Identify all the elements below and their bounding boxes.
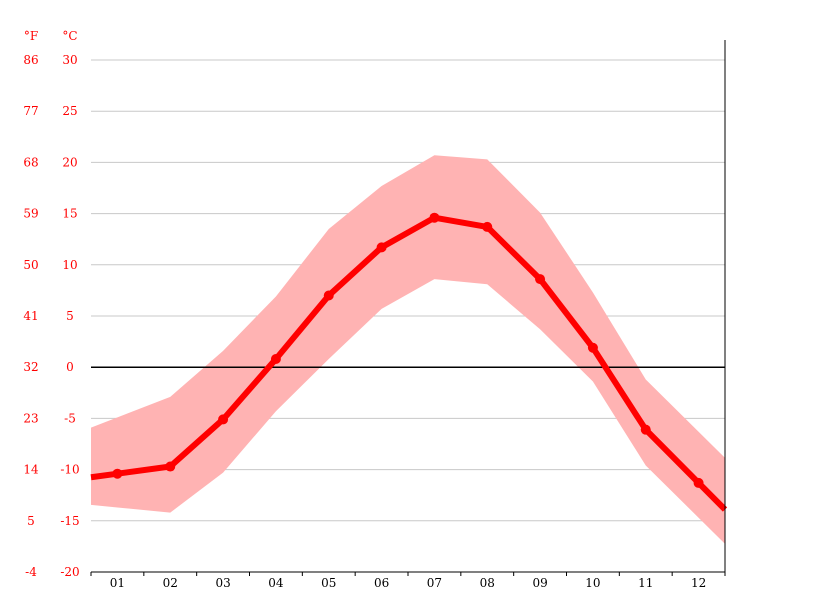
x-tick-label: 10 [585,576,600,590]
y-tick-celsius: 25 [62,104,77,118]
x-tick-label: 06 [374,576,389,590]
temperature-data-point [112,468,123,479]
y-tick-fahrenheit: 23 [23,411,38,425]
temperature-series-line [90,214,728,512]
temperature-data-point [640,424,651,435]
y-tick-celsius: 15 [62,207,77,221]
y-tick-celsius: -20 [60,565,79,579]
y-tick-fahrenheit: 86 [23,53,38,67]
unit-fahrenheit-label: °F [24,29,38,43]
temperature-data-point [270,354,281,365]
y-tick-celsius: -10 [60,463,79,477]
temperature-data-point [218,414,229,425]
y-tick-fahrenheit: 68 [23,155,38,169]
y-tick-celsius: -15 [60,514,79,528]
x-tick-label: 01 [110,576,125,590]
temperature-data-point [587,342,598,353]
y-tick-celsius: 5 [66,309,74,323]
temperature-data-point [323,290,334,301]
unit-celsius-label: °C [62,29,77,43]
temperature-data-point [429,212,440,223]
x-tick-label: 05 [321,576,336,590]
x-tick-label: 12 [691,576,706,590]
x-tick-label: 04 [268,576,284,590]
y-tick-fahrenheit: 5 [27,514,35,528]
x-tick-label: 02 [163,576,178,590]
temperature-line-layer [90,212,728,512]
x-tick-label: 08 [480,576,495,590]
y-tick-fahrenheit: 77 [23,104,38,118]
y-tick-fahrenheit: 50 [23,258,38,272]
y-tick-celsius: 0 [66,360,74,374]
y-tick-fahrenheit: -4 [25,565,37,579]
x-tick-label: 07 [427,576,442,590]
temperature-data-point [376,242,387,253]
x-tick-label: 03 [215,576,230,590]
temperature-data-point [482,221,493,232]
temperature-data-point [165,461,176,472]
x-tick-label: 11 [638,576,653,590]
y-tick-fahrenheit: 41 [23,309,38,323]
y-tick-fahrenheit: 14 [23,463,39,477]
x-tick-label: 09 [532,576,547,590]
temperature-data-point [693,477,704,488]
y-tick-celsius: 30 [62,53,77,67]
axis-layer [90,40,726,576]
tick-label-layer: 30862577206815591050541032-523-1014-155-… [23,53,706,590]
y-tick-fahrenheit: 59 [23,207,38,221]
y-tick-fahrenheit: 32 [23,360,38,374]
y-tick-celsius: 20 [62,155,77,169]
y-tick-celsius: -5 [64,411,76,425]
y-tick-celsius: 10 [62,258,77,272]
temperature-data-point [535,274,546,285]
